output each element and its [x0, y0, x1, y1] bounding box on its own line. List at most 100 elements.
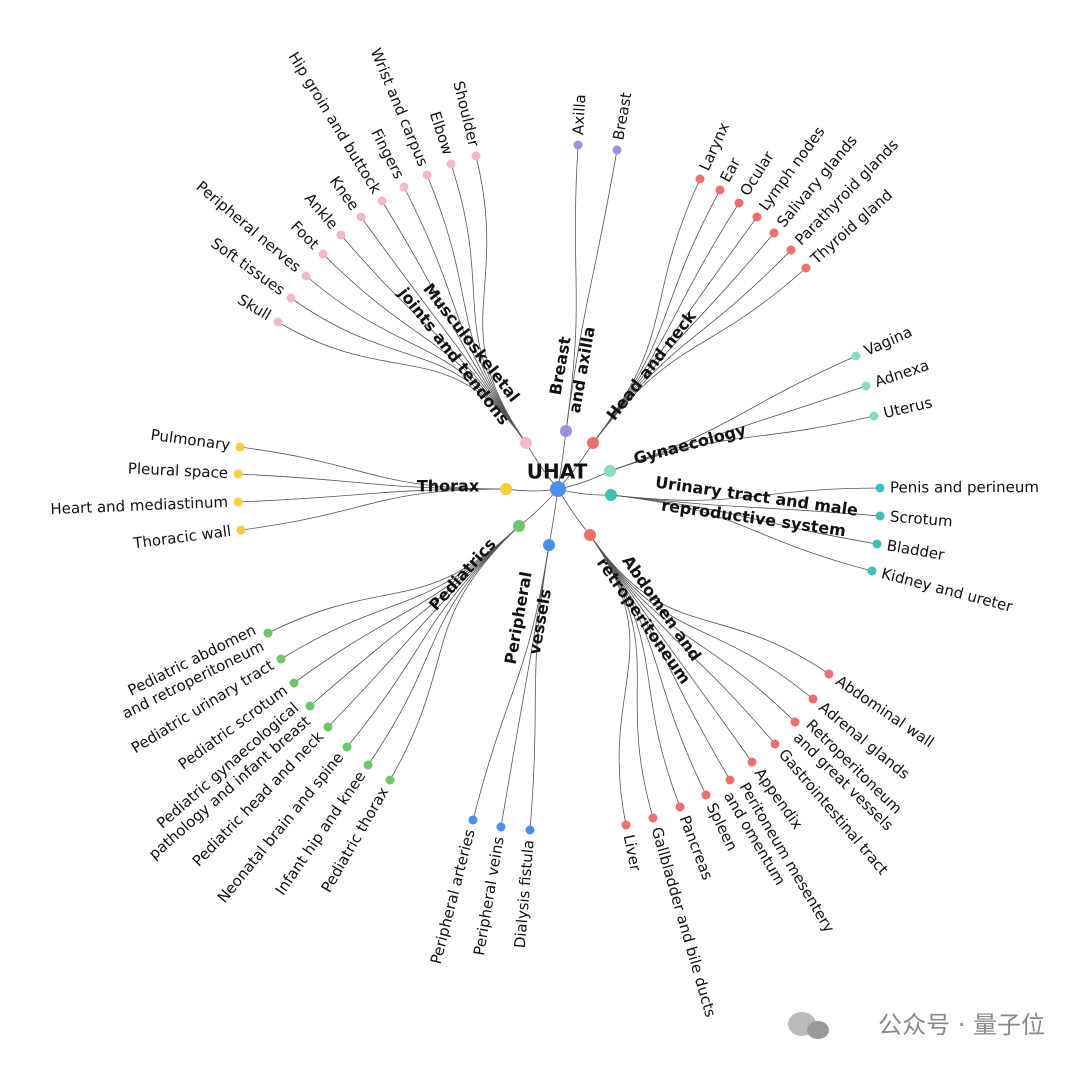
category-node [513, 520, 525, 532]
leaf-edge [305, 275, 527, 444]
leaf-label: Liver [620, 833, 645, 873]
leaf-text: Hip groin and buttock [285, 49, 385, 197]
leaf-edge [389, 525, 520, 781]
leaf-edge [346, 525, 520, 748]
leaf-text: Adnexa [872, 356, 931, 391]
leaf-edge [277, 321, 527, 444]
leaf-node [675, 802, 685, 812]
leaf-edge [500, 544, 550, 828]
leaf-text: Elbow [426, 109, 457, 157]
leaf-edge [426, 174, 527, 444]
leaf-edge [592, 249, 792, 444]
leaf-edge [609, 385, 867, 472]
leaf-label: Skull [234, 290, 274, 324]
leaf-text: Uterus [882, 393, 935, 422]
leaf-node [621, 820, 631, 830]
category-node [560, 425, 572, 437]
leaf-label: Bladder [885, 536, 946, 564]
leaf-label: Dialysis fistula [511, 839, 538, 949]
leaf-edge [293, 525, 520, 684]
category-text: Head and neck [603, 307, 700, 424]
leaf-edge [309, 525, 520, 707]
leaf-node [801, 263, 811, 273]
leaf-edge [589, 534, 776, 745]
category-node [604, 465, 616, 477]
leaf-node [695, 174, 705, 184]
root-node [550, 481, 566, 497]
leaf-edge [609, 355, 857, 472]
watermark: 公众号 · 量子位 [878, 1011, 1045, 1039]
leaf-edge [239, 446, 507, 490]
leaf-label: Knee [326, 173, 363, 214]
leaf-label: Elbow [426, 109, 457, 157]
leaf-node [301, 271, 311, 281]
leaf-node [235, 442, 245, 452]
leaf-node [342, 742, 352, 752]
leaf-label: Scrotum [889, 507, 953, 530]
leaf-node [263, 628, 273, 638]
leaf-edge [592, 232, 775, 444]
leaf-text: Pulmonary [150, 426, 232, 454]
root-label: UHAT [527, 460, 588, 484]
leaf-node [385, 775, 395, 785]
leaf-text: Liver [620, 833, 645, 873]
leaf-edge [403, 186, 527, 444]
leaf-edge [589, 534, 796, 723]
leaf-node [869, 411, 879, 421]
leaf-edge [360, 216, 527, 444]
leaf-node [471, 151, 481, 161]
leaf-edge [290, 297, 527, 444]
leaf-node [363, 760, 373, 770]
leaf-node [752, 212, 762, 222]
leaf-node [734, 198, 744, 208]
watermark-icon [788, 1012, 829, 1039]
leaf-edge [280, 525, 520, 660]
category-label: Thorax [417, 477, 480, 496]
leaf-label: Heart and mediastinum [50, 493, 228, 518]
leaf-node [273, 317, 283, 327]
leaf-label: Abdominal wall [832, 672, 937, 752]
leaf-edge [592, 178, 701, 444]
leaf-text: Kidney and ureter [880, 564, 1016, 616]
leaf-node [725, 775, 735, 785]
leaf-edge [240, 488, 507, 531]
leaf-text: Scrotum [889, 507, 953, 530]
leaf-text: Penis and perineum [890, 478, 1039, 496]
leaf-label: Pleural space [127, 459, 228, 482]
leaf-edge [589, 534, 731, 781]
leaf-node [851, 351, 861, 361]
leaf-edge [610, 494, 878, 545]
leaf-text: Breast [609, 91, 635, 142]
leaf-node [468, 815, 478, 825]
leaf-edge [589, 534, 814, 700]
leaf-node [861, 381, 871, 391]
leaf-text: Shoulder [449, 79, 483, 149]
leaf-node [867, 566, 877, 576]
leaf-edge [610, 494, 881, 517]
leaf-edge [592, 267, 807, 444]
leaf-node [323, 722, 333, 732]
category-node [587, 437, 599, 449]
leaf-edge [592, 216, 758, 444]
leaf-text: Peripheral veins [470, 835, 508, 957]
category-label: Gynaecology [632, 420, 749, 468]
leaf-text: Foot [287, 217, 323, 253]
category-node [500, 483, 512, 495]
leaf-node [377, 196, 387, 206]
leaf-label: Peripheral veins [470, 835, 508, 957]
category-node [543, 539, 555, 551]
leaf-label: Vagina [861, 323, 915, 360]
leaf-node [872, 539, 882, 549]
leaf-label: Pulmonary [150, 426, 232, 454]
leaf-node [790, 717, 800, 727]
leaf-node [305, 701, 315, 711]
leaf-node [715, 185, 725, 195]
category-text: Pediatrics [425, 534, 500, 614]
leaf-edge [589, 534, 753, 763]
leaf-node [525, 825, 535, 835]
leaf-text: Ear [716, 154, 744, 185]
leaf-node [786, 245, 796, 255]
